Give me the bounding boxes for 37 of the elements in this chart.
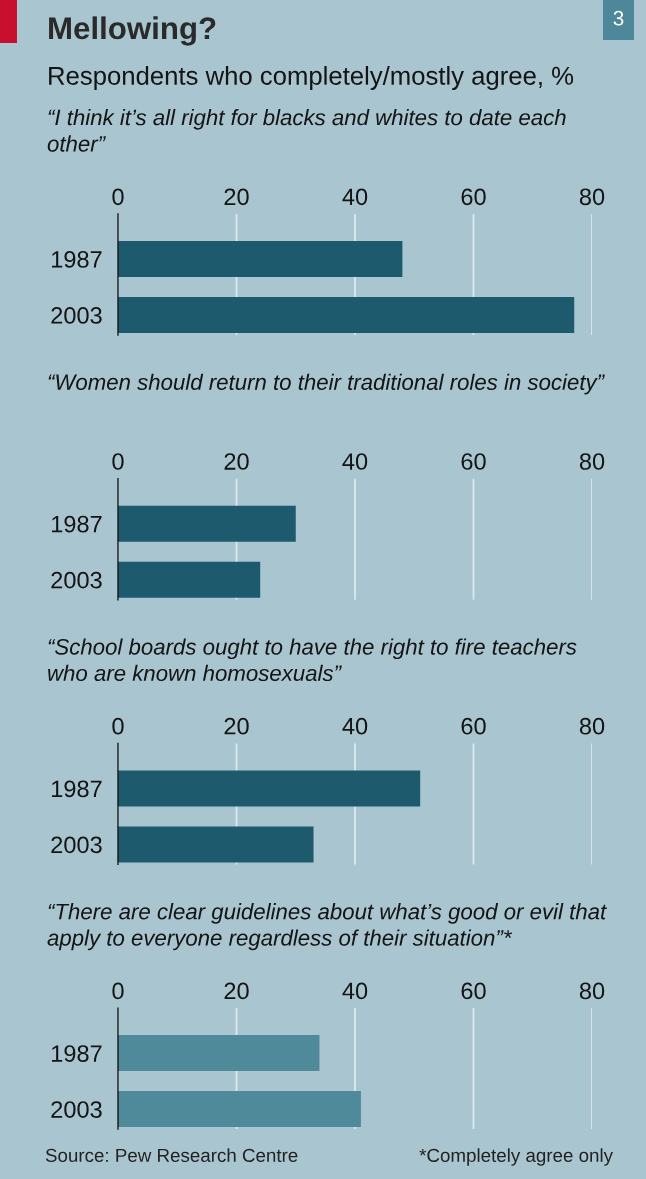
x-tick-label: 60 [461, 717, 486, 735]
x-tick-label: 20 [224, 982, 249, 1000]
x-tick-label: 40 [342, 717, 368, 735]
x-tick-label: 80 [579, 982, 605, 1000]
x-tick-label: 40 [342, 453, 368, 470]
x-tick-label: 20 [224, 453, 249, 470]
x-tick-label: 60 [461, 188, 486, 206]
chart-subtitle: “There are clear guidelines about what’s good or evil that apply to everyone regardless of their situation”* [47, 903, 607, 951]
source-note: Source: Pew Research Centre [45, 1148, 298, 1163]
y-tick-label: 1987 [52, 1045, 102, 1062]
y-tick-label: 2003 [51, 1101, 102, 1118]
x-tick-label: 80 [579, 717, 605, 735]
x-tick-label: 20 [224, 717, 249, 735]
y-tick-label: 1987 [52, 251, 102, 268]
chart-subtitle: “School boards ought to have the right to fire teachers who are known homosexuals” [48, 638, 577, 682]
text: *Completely agree only [419, 1148, 613, 1166]
x-tick-label: 20 [224, 188, 249, 206]
y-tick-label: 2003 [51, 836, 102, 854]
chart-subtitle: “Women should return to their traditional roles in society” [48, 373, 605, 395]
chart-title: Mellowing? [49, 16, 216, 46]
y-tick-label: 1987 [52, 780, 102, 798]
y-tick-label: 2003 [51, 571, 102, 589]
y-tick-label: 1987 [52, 515, 102, 533]
text: 3 [613, 10, 624, 26]
x-tick-label: 40 [342, 982, 368, 1000]
x-tick-label: 0 [112, 717, 124, 735]
x-tick-label: 80 [579, 453, 605, 470]
text: Respondents who completely/mostly agree, % [49, 66, 574, 90]
x-tick-label: 60 [461, 982, 486, 1000]
y-tick-label: 2003 [51, 307, 102, 324]
chart-subtitle: “I think it’s all right for blacks and whites to date each other” [47, 109, 566, 152]
x-tick-label: 60 [461, 453, 486, 470]
x-tick-label: 40 [342, 188, 368, 206]
x-tick-label: 0 [112, 982, 124, 1000]
x-tick-label: 0 [112, 453, 124, 470]
x-tick-label: 80 [579, 188, 605, 206]
x-tick-label: 0 [112, 188, 124, 206]
